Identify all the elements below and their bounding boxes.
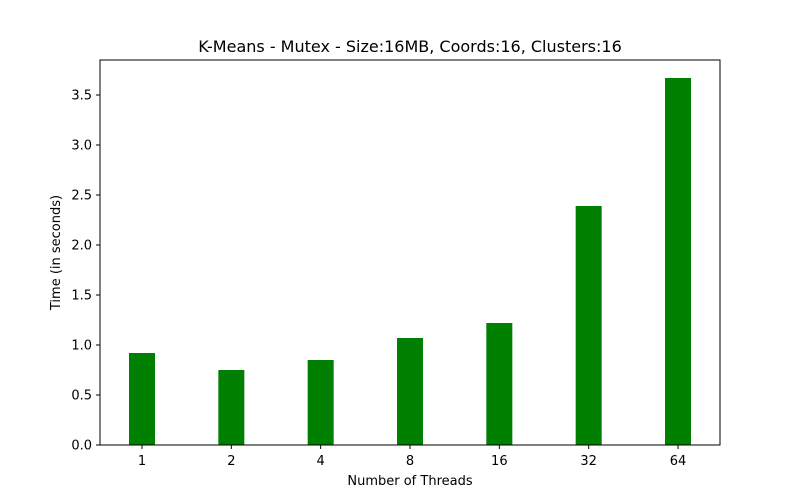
x-tick-label: 1: [138, 454, 146, 469]
bar-1: [129, 353, 155, 445]
bars-group: [129, 78, 691, 445]
y-tick-label: 2.5: [71, 189, 92, 204]
y-tick-label: 1.5: [71, 289, 92, 304]
bar-16: [486, 323, 513, 445]
x-tick-label: 32: [580, 454, 597, 469]
x-axis: 1 2 4 8 16 32 64: [138, 445, 686, 469]
bar-64: [665, 78, 691, 445]
chart-title: K-Means - Mutex - Size:16MB, Coords:16, …: [198, 37, 622, 56]
x-tick-label: 16: [491, 454, 508, 469]
y-tick-label: 2.0: [71, 239, 92, 254]
x-tick-label: 64: [670, 454, 687, 469]
y-tick-label: 0.5: [71, 389, 92, 404]
y-axis-label: Time (in seconds): [49, 195, 64, 311]
bar-2: [218, 370, 245, 445]
plot-frame: [99, 59, 721, 446]
y-axis: 0.0 0.5 1.0 1.5 2.0 2.5 3.0 3.5: [71, 89, 100, 454]
bar-32: [575, 206, 602, 445]
x-tick-label: 2: [227, 454, 235, 469]
y-tick-label: 3.0: [71, 139, 92, 154]
bar-8: [397, 338, 423, 445]
bar-4: [307, 360, 334, 445]
x-axis-label: Number of Threads: [347, 474, 472, 489]
y-tick-label: 0.0: [71, 439, 92, 454]
x-tick-label: 4: [317, 454, 325, 469]
x-tick-label: 8: [406, 454, 414, 469]
y-tick-label: 1.0: [71, 339, 92, 354]
y-tick-label: 3.5: [71, 89, 92, 104]
